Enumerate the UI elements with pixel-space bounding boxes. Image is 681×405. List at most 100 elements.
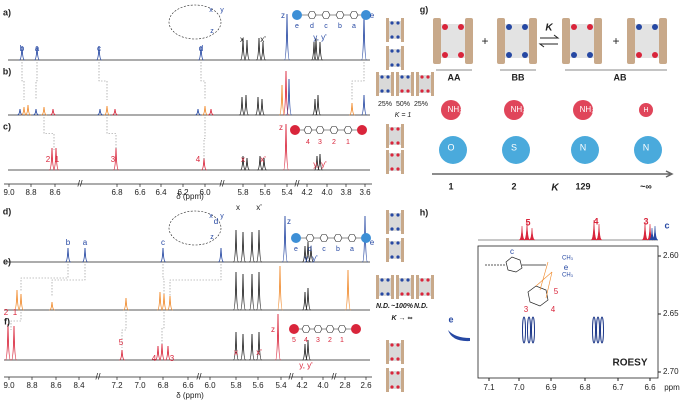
ring — [307, 11, 317, 19]
ring — [301, 325, 311, 333]
guest — [587, 52, 593, 58]
capsule-body — [389, 213, 401, 231]
capsule-wall — [386, 340, 389, 364]
peak — [595, 223, 603, 241]
label: 1 — [13, 308, 18, 317]
label: ~∞ — [640, 181, 652, 191]
peak — [315, 94, 321, 116]
label: e — [370, 11, 375, 20]
peak — [157, 291, 163, 311]
guest — [458, 52, 464, 58]
label: 3 — [524, 305, 529, 314]
guest — [406, 278, 410, 282]
label: x — [234, 348, 238, 357]
peak — [590, 219, 598, 241]
guest — [396, 35, 400, 39]
ring — [343, 126, 353, 134]
label: N.D. — [414, 303, 428, 310]
capsule-wall — [465, 18, 473, 64]
peak — [275, 313, 281, 361]
capsule-body — [389, 371, 401, 389]
end-group — [292, 10, 302, 20]
guest — [400, 278, 404, 282]
label: x' — [256, 203, 262, 212]
guest — [390, 241, 394, 245]
peak — [261, 157, 267, 171]
axis-break: // — [294, 178, 300, 188]
capsule-wall — [594, 18, 602, 64]
tick-label: 3.8 — [340, 188, 352, 197]
tick-label: 6.6 — [644, 383, 656, 392]
capsule-wall — [401, 150, 404, 174]
guest — [396, 21, 400, 25]
connector — [10, 312, 22, 330]
ring — [313, 325, 323, 333]
label: y, y' — [313, 33, 327, 42]
label: b) — [3, 66, 12, 76]
guest — [420, 89, 424, 93]
label: 4 — [152, 354, 157, 363]
capsule-wall — [401, 124, 404, 148]
guest — [390, 255, 394, 259]
group — [439, 136, 467, 164]
guest — [522, 24, 528, 30]
label: d — [214, 217, 218, 226]
guest — [426, 292, 430, 296]
noe — [535, 271, 553, 287]
label: 1 — [346, 139, 350, 146]
peak — [249, 333, 255, 361]
label: 4 — [304, 337, 308, 344]
capsule-wall — [401, 18, 404, 42]
peak — [112, 108, 118, 116]
label: e — [295, 23, 299, 30]
label: 2 — [4, 308, 9, 317]
tick-label: 8.6 — [49, 188, 61, 197]
peak — [523, 221, 531, 241]
guest — [442, 52, 448, 58]
peak — [361, 13, 367, 61]
peak — [283, 123, 289, 171]
label: BB — [512, 72, 525, 82]
label: N.D. — [376, 303, 390, 310]
peak — [284, 13, 290, 61]
guest — [390, 213, 394, 217]
inset — [168, 210, 222, 246]
peak — [240, 155, 246, 171]
connector — [106, 117, 117, 150]
ring — [315, 126, 325, 134]
capsule-wall — [627, 18, 635, 64]
peak — [528, 227, 536, 241]
peak — [305, 339, 311, 361]
peak — [104, 105, 110, 116]
label: 5 — [292, 337, 296, 344]
guest — [386, 292, 390, 296]
peak — [160, 247, 166, 263]
cross-peak — [592, 316, 596, 344]
end-group — [289, 324, 299, 334]
ring — [325, 325, 335, 333]
guest — [426, 75, 430, 79]
guest — [420, 292, 424, 296]
label: x — [209, 7, 213, 14]
label: b — [336, 246, 340, 253]
label: 5 — [554, 287, 559, 296]
tick-label: 9.0 — [3, 188, 15, 197]
label: x — [241, 155, 245, 164]
peak — [239, 96, 245, 116]
peak — [260, 41, 266, 61]
peak — [518, 225, 526, 241]
label: z — [210, 234, 214, 241]
guest — [420, 278, 424, 282]
label: c — [161, 238, 165, 247]
peak — [243, 94, 249, 116]
capsule-body — [389, 241, 401, 259]
guest — [571, 24, 577, 30]
guest — [390, 141, 394, 145]
peak — [18, 293, 24, 311]
guest — [396, 213, 400, 217]
peak — [53, 147, 59, 171]
label: z — [287, 217, 291, 226]
capsule-body — [389, 49, 401, 67]
label: x — [240, 35, 244, 44]
